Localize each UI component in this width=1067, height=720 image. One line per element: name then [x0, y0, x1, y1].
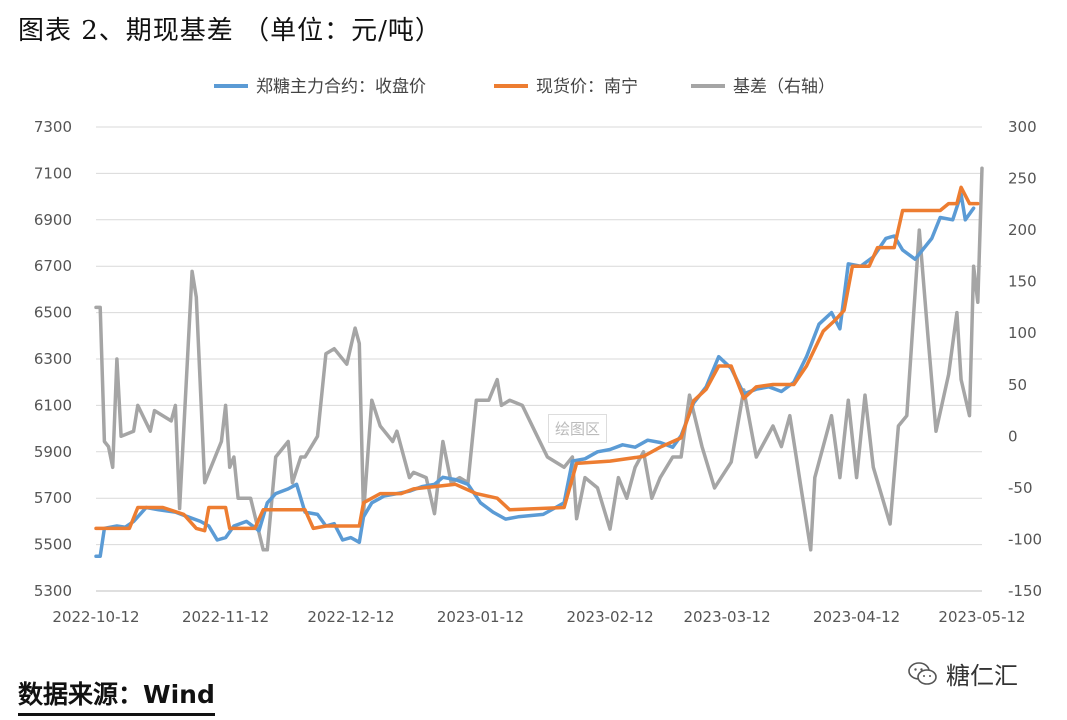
brand-mark: 糖仁汇 [908, 656, 1018, 691]
x-tick-label: 2022-12-12 [307, 608, 394, 626]
left-tick-label: 5500 [34, 536, 72, 554]
right-tick-label: 100 [1008, 324, 1037, 342]
left-tick-label: 5900 [34, 443, 72, 461]
legend-label-spot: 现货价：南宁 [536, 77, 638, 97]
series-spot-line [94, 185, 980, 533]
left-tick-label: 6500 [34, 304, 72, 322]
legend-label-futures: 郑糖主力合约：收盘价 [256, 77, 426, 97]
left-tick-label: 6700 [34, 257, 72, 275]
series-futures-line [94, 192, 976, 558]
x-axis-ticks: 2022-10-12 2022-11-12 2022-12-12 2023-01-12… [52, 590, 1026, 626]
right-axis-ticks: -150 -100 -50 0 50 100 150 200 250 300 [1008, 118, 1042, 600]
plot-area-watermark: 绘图区 [548, 414, 608, 443]
right-tick-label: 0 [1008, 427, 1018, 445]
right-tick-label: -50 [1008, 479, 1033, 497]
right-tick-label: 50 [1008, 376, 1027, 394]
left-tick-label: 7300 [34, 118, 72, 136]
left-tick-label: 5300 [34, 582, 72, 600]
chart-title: 图表 2、期现基差 （单位：元/吨） [18, 16, 442, 46]
right-tick-label: 200 [1008, 221, 1037, 239]
left-axis-ticks: 5300 5500 5700 5900 6100 6300 6500 6700 6900 7100… [34, 118, 72, 600]
x-tick-label: 2023-04-12 [813, 608, 900, 626]
series-group [94, 166, 984, 558]
right-tick-label: 250 [1008, 170, 1037, 188]
left-tick-label: 6100 [34, 396, 72, 414]
series-basis-line [94, 166, 984, 552]
legend-label-basis: 基差（右轴） [733, 77, 835, 97]
legend: 郑糖主力合约：收盘价 现货价：南宁 基差（右轴） [214, 77, 835, 97]
left-tick-label: 7100 [34, 164, 72, 182]
left-tick-label: 5700 [34, 489, 72, 507]
x-tick-label: 2022-11-12 [182, 608, 269, 626]
x-tick-label: 2023-05-12 [938, 608, 1025, 626]
right-tick-label: 300 [1008, 118, 1037, 136]
brand-name: 糖仁汇 [946, 662, 1018, 690]
wechat-icon [908, 661, 937, 685]
left-tick-label: 6300 [34, 350, 72, 368]
data-source: 数据来源：Wind [18, 675, 215, 716]
right-tick-label: -100 [1008, 530, 1042, 548]
x-tick-label: 2022-10-12 [52, 608, 139, 626]
right-tick-label: 150 [1008, 273, 1037, 291]
left-tick-label: 6900 [34, 211, 72, 229]
x-tick-label: 2023-02-12 [566, 608, 653, 626]
x-tick-label: 2023-01-12 [437, 608, 524, 626]
right-tick-label: -150 [1008, 582, 1042, 600]
x-tick-label: 2023-03-12 [683, 608, 770, 626]
